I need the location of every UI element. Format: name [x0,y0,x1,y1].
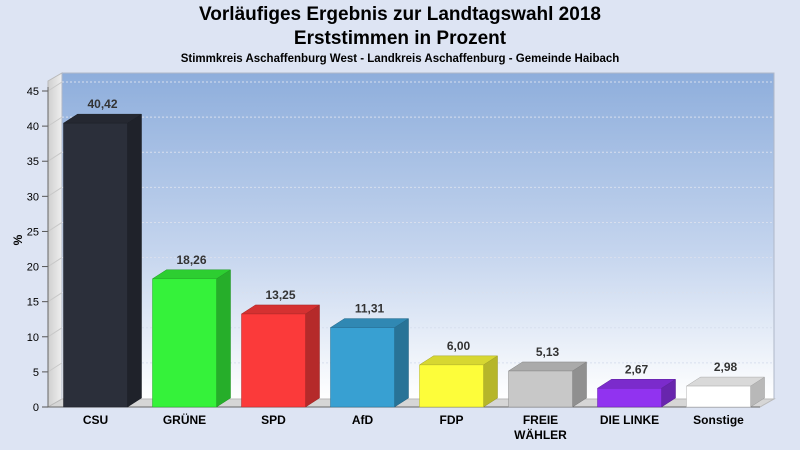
data-label: 2,67 [625,362,649,376]
bar-front [241,313,306,408]
bar-grüne [151,269,232,408]
bar-top [685,376,766,387]
data-label: 5,13 [536,345,560,359]
bar-front [508,370,573,408]
data-label: 13,25 [265,288,295,302]
data-label: 11,31 [355,302,385,316]
bar-sonstige [685,376,766,408]
x-tick-label: FDP [440,413,464,427]
bar-top [240,304,321,315]
data-label: 18,26 [176,253,206,267]
data-label: 2,98 [714,360,738,374]
y-tick-label: 15 [27,297,39,309]
bar-top [62,113,143,124]
bar-front [686,385,751,408]
y-tick-label: 35 [27,156,39,168]
bar-front [152,278,217,408]
bar-side [394,318,409,408]
x-tick-label: DIE LINKE [600,413,659,427]
bar-csu [62,113,143,408]
data-label: 6,00 [447,339,471,353]
bar-spd [240,304,321,408]
gridline-side [47,327,63,338]
y-tick-label: 40 [27,121,39,133]
bar-side [216,269,231,408]
bar-top [151,269,232,280]
bar-side [127,113,142,408]
bar-front [63,122,128,408]
chart-subtitle: Erststimmen in Prozent [293,28,507,49]
bar-top [507,361,588,372]
x-tick-label: FREIE [523,413,558,427]
y-tick-label: 10 [27,332,39,344]
bar-fdp [418,355,499,408]
bar-front [597,388,662,408]
gridline-side [47,362,63,373]
bar-freie-wähler [507,361,588,408]
gridline-side [47,186,63,197]
y-tick-label: 5 [33,367,39,379]
x-tick-label: CSU [83,413,108,427]
y-tick-label: 0 [33,402,39,414]
bar-top [596,379,677,389]
gridline-side [47,257,63,267]
bar-top [418,355,499,366]
y-tick-label: 30 [27,191,39,203]
gridline-side [47,81,63,92]
bar-top [329,318,410,328]
y-tick-label: 45 [27,86,39,98]
bar-side [305,304,320,408]
x-tick-label: Sonstige [693,413,744,427]
chart-region-caption: Stimmkreis Aschaffenburg West - Landkrei… [180,53,620,65]
chart-title: Vorläufiges Ergebnis zur Landtagswahl 20… [199,4,601,25]
y-axis-label: % [11,234,25,245]
x-tick-label: SPD [261,413,286,427]
x-tick-label: GRÜNE [163,412,206,427]
y-tick-label: 20 [27,262,39,274]
gridline-side [47,116,63,127]
x-tick-label: AfD [352,413,374,427]
gridline-side [47,151,63,162]
bar-front [330,327,395,408]
plot-side-wall [47,72,63,408]
gridline-side [47,292,63,303]
bar-front [419,364,484,408]
y-tick-label: 25 [27,226,39,238]
x-tick-label: WÄHLER [514,427,567,442]
bar-afd [329,318,410,408]
data-label: 40,42 [87,97,117,111]
gridline-side [47,222,63,232]
bar-die-linke [596,378,677,408]
